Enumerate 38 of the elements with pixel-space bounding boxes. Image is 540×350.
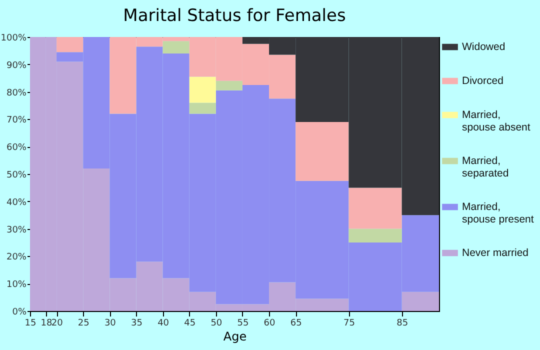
x-tick-label: 85 bbox=[396, 318, 408, 328]
chart-title: Marital Status for Females bbox=[123, 6, 346, 26]
bar bbox=[189, 76, 216, 103]
y-tick-label: 90% bbox=[6, 60, 27, 71]
x-tick-label: 45 bbox=[184, 318, 196, 328]
y-tick-label: 70% bbox=[6, 116, 27, 126]
x-tick-label: 65 bbox=[290, 318, 302, 328]
x-tick-label: 20 bbox=[51, 318, 64, 328]
bar bbox=[189, 102, 216, 114]
y-tick-label: 30% bbox=[6, 225, 27, 236]
y-tick-label: 50% bbox=[6, 170, 27, 180]
legend-label: Married, spouse present bbox=[462, 201, 534, 226]
legend-label: Widowed bbox=[462, 41, 506, 53]
y-tick-label: 80% bbox=[6, 88, 27, 98]
x-tick-label: 55 bbox=[237, 318, 249, 328]
x-tick-label: 25 bbox=[78, 318, 90, 328]
bar bbox=[216, 80, 242, 90]
x-tick-label: 18 bbox=[40, 318, 52, 328]
x-tick-label: 35 bbox=[131, 318, 142, 328]
bar bbox=[56, 37, 84, 52]
y-tick-label: 100% bbox=[0, 34, 27, 44]
y-tick-label: 60% bbox=[6, 143, 27, 154]
x-tick-label: 40 bbox=[158, 318, 170, 328]
bar bbox=[162, 41, 190, 54]
x-tick-label: 60 bbox=[264, 318, 276, 328]
y-tick-label: 40% bbox=[6, 198, 27, 208]
x-axis-title: Age bbox=[223, 330, 247, 344]
legend-label: Divorced bbox=[462, 75, 504, 87]
y-tick-label: 10% bbox=[6, 280, 27, 290]
legend-label: Never married bbox=[462, 247, 529, 259]
x-tick-label: 75 bbox=[343, 318, 355, 328]
y-tick-label: 0% bbox=[12, 308, 27, 318]
x-tick-label: 15 bbox=[24, 318, 36, 328]
x-tick-label: 50 bbox=[210, 318, 222, 328]
legend-label: Married, separated bbox=[462, 155, 509, 180]
legend-label: Married, spouse absent bbox=[462, 109, 530, 134]
y-tick-label: 20% bbox=[6, 252, 27, 263]
x-tick-label: 30 bbox=[104, 318, 116, 328]
